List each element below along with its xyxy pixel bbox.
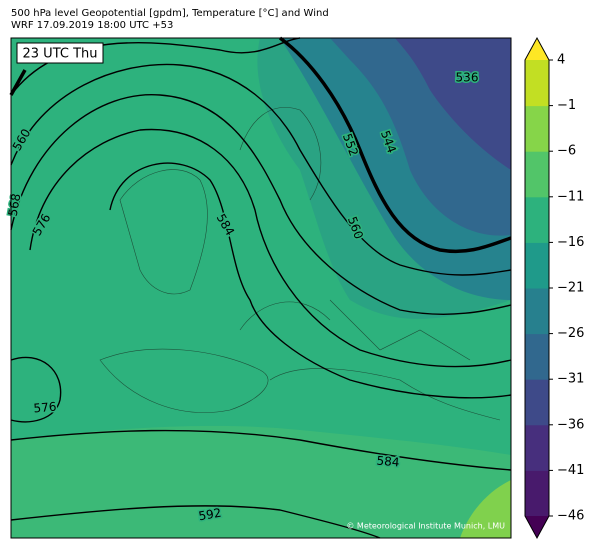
colorbar-bin xyxy=(525,196,549,243)
colorbar-tick-label: −6 xyxy=(557,144,576,159)
contour-label: 592 xyxy=(197,506,222,524)
header-line: WRF 17.09.2019 18:00 UTC +53 xyxy=(11,20,173,31)
colorbar-tick-label: −26 xyxy=(557,326,584,341)
header-line: 500 hPa level Geopotential [gpdm], Tempe… xyxy=(11,8,329,19)
time-label: 23 UTC Thu xyxy=(23,47,98,62)
colorbar-tick-label: −31 xyxy=(557,372,584,387)
warm-region xyxy=(11,425,511,538)
colorbar-tick-label: −1 xyxy=(557,98,576,113)
contour-label: 536 xyxy=(456,71,479,85)
coldest-region xyxy=(395,38,511,170)
colorbar-tick-label: −46 xyxy=(557,509,584,524)
colorbar-bin xyxy=(525,105,549,152)
colorbar-bin xyxy=(525,470,549,517)
colorbar-extend xyxy=(525,516,549,538)
colorbar-bin xyxy=(525,333,549,380)
contour-label: 568 xyxy=(6,192,24,217)
colorbar-tick-label: −16 xyxy=(557,235,584,250)
time-box xyxy=(16,42,104,64)
colorbar-tick-label: −36 xyxy=(557,417,584,432)
warmest-region xyxy=(460,480,511,538)
colorbar-bin xyxy=(525,60,549,107)
colorbar-tick-label: −21 xyxy=(557,281,584,296)
colorbar-bin xyxy=(525,288,549,335)
colorbar-tick-label: 4 xyxy=(557,53,565,68)
colorbar-bin xyxy=(525,242,549,289)
map-frame xyxy=(10,37,512,539)
warm-region xyxy=(11,38,511,538)
colorbar-bin xyxy=(525,379,549,426)
credit: © Meteorological Institute Munich, LMU xyxy=(346,522,505,531)
colorbar-bin xyxy=(525,151,549,198)
colorbar: 4 −1 −6 −11 −16 −21 −26 −31 −36 −41 −46 xyxy=(524,36,584,540)
colorbar-bin xyxy=(525,424,549,471)
colorbar-tick-label: −41 xyxy=(557,463,584,478)
colorbar-tick-label: −11 xyxy=(557,189,584,204)
contour-label: 576 xyxy=(33,400,57,416)
contour-label: 584 xyxy=(376,454,400,470)
colorbar-extend xyxy=(525,38,549,60)
